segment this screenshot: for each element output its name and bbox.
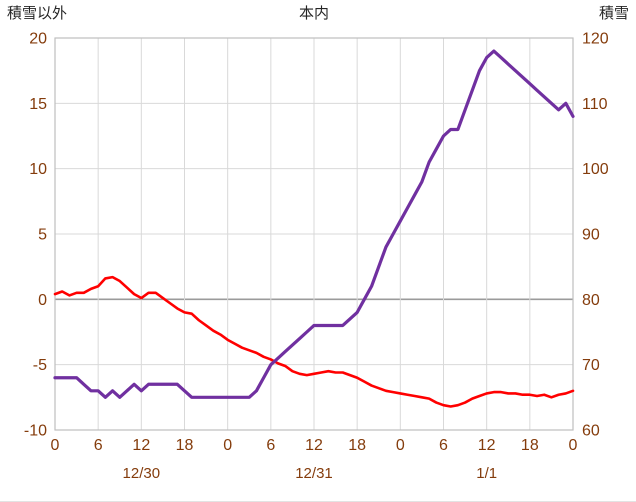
left-axis-tick-label: 0: [38, 292, 47, 309]
plot-border: [54, 37, 574, 431]
right-axis-tick-label: 110: [582, 96, 608, 113]
x-axis-tick-label: 18: [348, 437, 366, 454]
right-axis-tick-label: 60: [582, 423, 600, 440]
x-axis-tick-label: 0: [51, 437, 60, 454]
x-axis-tick-label: 12: [132, 437, 150, 454]
left-axis-tick-label: 15: [29, 96, 47, 113]
left-axis-tick-label: 10: [29, 161, 47, 178]
x-axis-tick-label: 18: [521, 437, 539, 454]
left-axis-tick-label: -10: [24, 423, 47, 440]
x-axis-date-label: 1/1: [476, 465, 497, 482]
purple-line: [53, 49, 575, 399]
x-axis-date-label: 12/31: [295, 465, 333, 482]
left-axis-tick-label: -5: [33, 357, 47, 374]
x-axis-tick-label: 12: [478, 437, 496, 454]
left-axis-tick-label: 5: [38, 227, 47, 244]
right-axis-tick-label: 100: [582, 161, 609, 178]
right-axis-tick-label: 120: [582, 31, 609, 48]
right-axis-tick-label: 80: [582, 292, 600, 309]
x-axis-tick-label: 18: [176, 437, 194, 454]
left-axis-title: 積雪以外: [7, 5, 68, 22]
x-axis-date-label: 12/30: [123, 465, 161, 482]
x-axis-tick-label: 0: [569, 437, 578, 454]
x-axis-tick-label: 12: [305, 437, 323, 454]
x-axis-tick-label: 6: [439, 437, 448, 454]
right-axis-title: 積雪: [598, 5, 629, 22]
left-axis-tick-label: 20: [29, 31, 47, 48]
x-axis-tick-label: 0: [223, 437, 232, 454]
x-axis-tick-label: 6: [94, 437, 103, 454]
right-axis-tick-label: 90: [582, 227, 600, 244]
x-axis-tick-label: 6: [266, 437, 275, 454]
red-line: [53, 275, 575, 408]
x-axis-tick-label: 0: [396, 437, 405, 454]
right-axis-tick-label: 70: [582, 357, 600, 374]
chart-title: 本内: [298, 5, 329, 22]
